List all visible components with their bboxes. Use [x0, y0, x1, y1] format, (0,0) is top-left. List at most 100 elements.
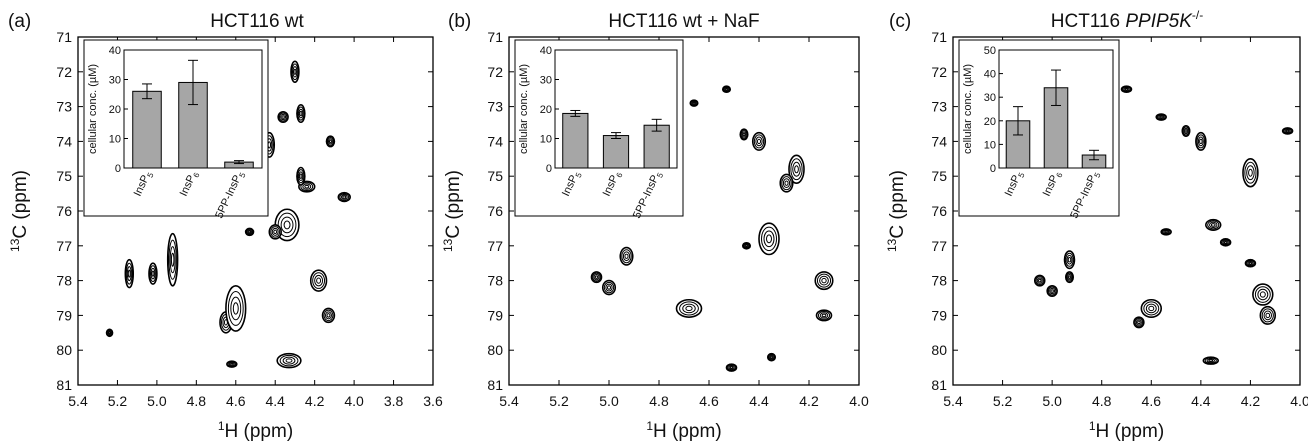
inset-y-tick-label: 10 [984, 139, 996, 151]
contour-ring [1184, 129, 1188, 133]
contour-ring [1254, 286, 1271, 303]
contour-ring [1035, 276, 1044, 286]
y-tick-label: 72 [487, 64, 503, 80]
inset-bar [602, 135, 630, 169]
x-axis-label: 1H (ppm) [218, 419, 293, 442]
panel-label: (c) [889, 11, 911, 32]
y-tick-label: 79 [931, 307, 947, 323]
y-axis-label: 13C (ppm) [8, 170, 31, 252]
contour-ring [326, 313, 331, 318]
inset-y-tick-label: 10 [540, 134, 552, 146]
inset-category-subscript: 5 [1092, 171, 1102, 179]
contour-peak [309, 269, 328, 292]
contour-ring [685, 305, 693, 312]
contour-peak [1160, 228, 1172, 236]
contour-ring [769, 354, 774, 360]
inset-category-subscript: 5 [237, 171, 247, 179]
y-tick-label: 79 [487, 307, 503, 323]
contour-ring [723, 86, 730, 92]
x-tick-label: 4.6 [1142, 393, 1162, 409]
contour-ring [1164, 230, 1168, 234]
x-tick-label: 5.2 [108, 393, 128, 409]
contour-ring [1257, 288, 1269, 301]
contour-ring [271, 227, 279, 236]
contour-ring [1047, 286, 1057, 296]
y-tick-label: 75 [56, 168, 72, 184]
contour-ring [328, 139, 332, 144]
contour-ring [1123, 87, 1130, 92]
nmr-panel-b: (b) HCT116 wt + NaF 71 72 73 74 75 76 77 78 79 80 81… [441, 11, 869, 442]
x-tick-label: 4.6 [226, 393, 246, 409]
contour-ring [106, 329, 113, 336]
contour-peak [1064, 271, 1075, 284]
contour-peak [1202, 356, 1220, 365]
contour-ring [107, 330, 112, 336]
contour-ring [745, 244, 748, 248]
contour-peak [1242, 158, 1259, 188]
contour-ring [281, 115, 285, 119]
contour-peak [296, 166, 306, 186]
y-tick-label: 78 [487, 273, 503, 289]
contour-ring [1145, 303, 1157, 314]
contour-ring [1261, 308, 1274, 323]
contour-ring [1199, 138, 1203, 145]
inset-category-subscript: 5 [574, 171, 584, 179]
contour-ring [299, 173, 303, 179]
x-tick-label: 3.6 [423, 393, 443, 409]
x-tick-label: 4.8 [1092, 393, 1112, 409]
contour-peak [814, 271, 834, 291]
x-tick-label: 4.0 [344, 393, 364, 409]
y-tick-label: 71 [487, 29, 503, 45]
y-tick-label: 77 [487, 238, 503, 254]
inset-y-tick-label: 20 [109, 104, 121, 116]
contour-ring [323, 309, 334, 322]
contour-peak [296, 104, 306, 124]
contour-ring [819, 312, 829, 319]
contour-ring [297, 169, 305, 184]
contour-ring [1143, 301, 1160, 316]
contour-ring [1036, 277, 1043, 284]
x-tick-label: 5.2 [993, 393, 1013, 409]
inset-y-tick-label: 20 [540, 104, 552, 116]
contour-ring [300, 182, 314, 192]
contour-ring [605, 283, 613, 292]
contour-ring [302, 183, 312, 190]
contour-ring [1197, 136, 1204, 147]
contour-ring [227, 361, 237, 367]
contour-peak [1252, 283, 1274, 306]
contour-ring [1163, 229, 1170, 234]
x-tick-label: 5.4 [943, 393, 963, 409]
panel-title: HCT116 PPIP5K-/- [1051, 8, 1204, 32]
contour-ring [740, 130, 748, 139]
contour-ring [1156, 114, 1166, 120]
contour-ring [1247, 260, 1254, 266]
contour-peak [739, 128, 749, 141]
contour-peak [721, 85, 732, 93]
x-tick-label: 4.8 [649, 393, 669, 409]
contour-ring [168, 239, 177, 280]
contour-ring [790, 158, 803, 181]
contour-ring [729, 366, 734, 369]
contour-ring [755, 136, 763, 147]
y-axis-label-superscript: 13 [885, 238, 899, 252]
contour-ring [682, 303, 696, 314]
x-axis-label: 1H (ppm) [1089, 419, 1164, 442]
x-tick-label: 4.4 [749, 393, 769, 409]
contour-ring [280, 113, 287, 121]
contour-peaks [105, 60, 351, 369]
contour-ring [1246, 260, 1255, 267]
contour-ring [225, 285, 247, 332]
contour-ring [743, 243, 750, 249]
contour-ring [1148, 305, 1155, 312]
x-tick-label: 4.6 [699, 393, 719, 409]
contour-ring [724, 87, 729, 92]
y-axis-label-text: C (ppm) [443, 170, 464, 239]
y-tick-label: 73 [56, 99, 72, 115]
y-tick-label: 75 [487, 168, 503, 184]
contour-ring [758, 222, 780, 256]
contour-ring [248, 230, 252, 234]
inset-category-subscript: 6 [191, 171, 201, 179]
contour-ring [280, 216, 294, 234]
x-tick-label: 5.0 [147, 393, 167, 409]
contour-peak [741, 242, 752, 250]
